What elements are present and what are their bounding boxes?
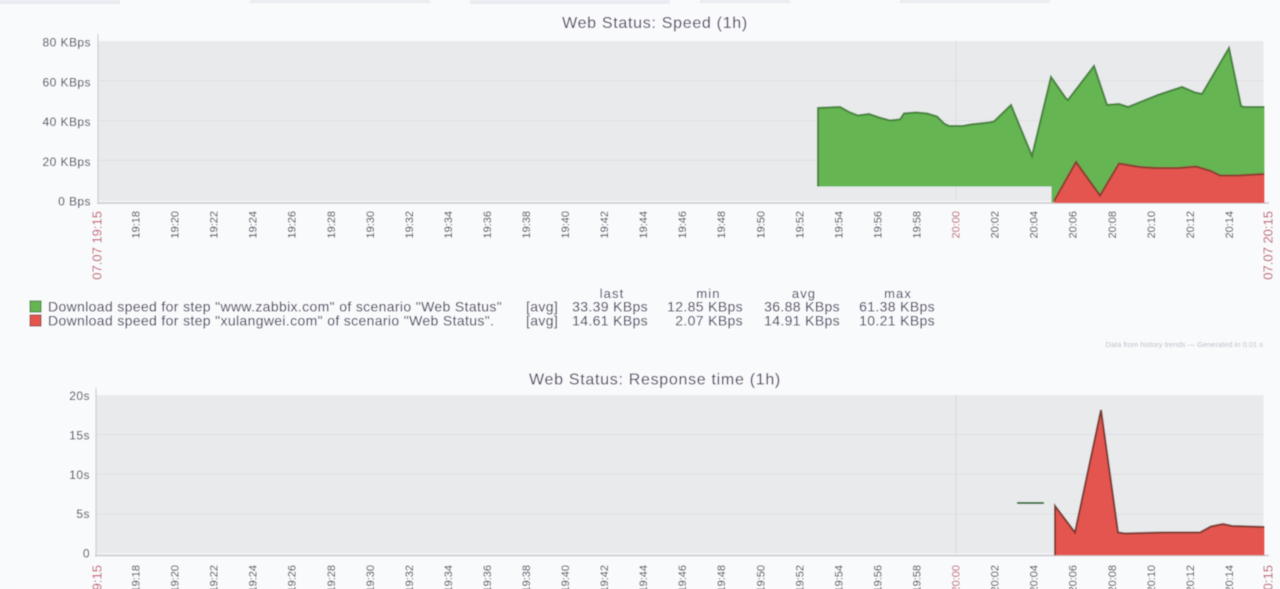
svg-text:20:14: 20:14	[1224, 211, 1236, 239]
svg-text:19:36: 19:36	[482, 565, 494, 589]
svg-text:20:06: 20:06	[1068, 565, 1080, 589]
svg-text:07.07 19:15: 07.07 19:15	[90, 565, 105, 589]
svg-text:36.88 KBps: 36.88 KBps	[764, 299, 840, 315]
svg-text:Download speed for step "xulan: Download speed for step "xulangwei.com" …	[48, 313, 494, 329]
svg-text:20 KBps: 20 KBps	[42, 155, 91, 169]
svg-text:19:26: 19:26	[287, 565, 299, 589]
svg-text:19:38: 19:38	[521, 565, 533, 589]
svg-text:20s: 20s	[69, 389, 90, 403]
svg-text:19:40: 19:40	[560, 565, 572, 589]
svg-text:20:04: 20:04	[1029, 211, 1041, 239]
svg-text:19:28: 19:28	[326, 211, 338, 239]
svg-text:20:04: 20:04	[1029, 565, 1041, 589]
svg-text:2.07 KBps: 2.07 KBps	[675, 313, 743, 329]
svg-text:Web Status: Response time (1h): Web Status: Response time (1h)	[529, 372, 781, 389]
svg-text:20:14: 20:14	[1224, 565, 1236, 589]
svg-text:07.07 20:15: 07.07 20:15	[1261, 565, 1276, 589]
svg-text:19:44: 19:44	[638, 211, 650, 239]
svg-text:20:10: 20:10	[1146, 565, 1158, 589]
svg-text:0: 0	[83, 547, 90, 561]
svg-text:19:44: 19:44	[638, 565, 650, 589]
svg-text:12.85 KBps: 12.85 KBps	[667, 299, 743, 315]
svg-text:07.07 20:15: 07.07 20:15	[1261, 211, 1276, 280]
svg-text:14.61 KBps: 14.61 KBps	[572, 313, 648, 329]
svg-text:19:46: 19:46	[677, 211, 689, 239]
svg-text:61.38 KBps: 61.38 KBps	[859, 299, 935, 315]
svg-text:[avg]: [avg]	[526, 313, 558, 329]
svg-text:last: last	[600, 286, 625, 301]
svg-text:20:02: 20:02	[990, 565, 1002, 589]
svg-text:19:30: 19:30	[365, 211, 377, 239]
svg-text:19:52: 19:52	[794, 211, 806, 239]
svg-text:19:24: 19:24	[248, 565, 260, 589]
svg-text:19:52: 19:52	[794, 565, 806, 589]
svg-text:19:40: 19:40	[560, 211, 572, 239]
svg-text:19:48: 19:48	[716, 565, 728, 589]
svg-text:33.39 KBps: 33.39 KBps	[572, 299, 648, 315]
svg-text:19:32: 19:32	[404, 565, 416, 589]
svg-text:80 KBps: 80 KBps	[42, 36, 91, 50]
svg-text:19:42: 19:42	[599, 211, 611, 239]
svg-text:min: min	[696, 286, 720, 301]
svg-text:19:30: 19:30	[365, 565, 377, 589]
svg-text:10.21 KBps: 10.21 KBps	[859, 313, 935, 329]
svg-text:Data from history trends — Gen: Data from history trends — Generated in …	[1105, 340, 1263, 349]
svg-text:14.91 KBps: 14.91 KBps	[764, 313, 840, 329]
svg-text:20:02: 20:02	[990, 211, 1002, 239]
svg-text:0 Bps: 0 Bps	[58, 195, 91, 209]
svg-text:15s: 15s	[69, 428, 90, 442]
svg-text:20:06: 20:06	[1068, 211, 1080, 239]
svg-text:20:12: 20:12	[1185, 565, 1197, 589]
svg-text:19:20: 19:20	[170, 565, 182, 589]
svg-text:19:42: 19:42	[599, 565, 611, 589]
svg-text:19:34: 19:34	[443, 565, 455, 589]
svg-text:19:56: 19:56	[872, 211, 884, 239]
svg-text:[avg]: [avg]	[526, 299, 558, 315]
svg-text:40 KBps: 40 KBps	[42, 115, 91, 129]
svg-text:20:08: 20:08	[1107, 565, 1119, 589]
svg-text:19:48: 19:48	[716, 211, 728, 239]
svg-text:19:56: 19:56	[872, 565, 884, 589]
svg-text:19:58: 19:58	[912, 565, 924, 589]
svg-text:19:46: 19:46	[677, 565, 689, 589]
svg-text:20:10: 20:10	[1146, 211, 1158, 239]
svg-text:07.07 19:15: 07.07 19:15	[90, 211, 105, 280]
svg-text:Web Status: Speed (1h): Web Status: Speed (1h)	[562, 15, 748, 32]
svg-text:19:58: 19:58	[912, 211, 924, 239]
svg-text:19:34: 19:34	[443, 211, 455, 239]
svg-text:19:54: 19:54	[833, 565, 845, 589]
svg-text:19:22: 19:22	[209, 211, 221, 239]
svg-text:Download speed for step "www.z: Download speed for step "www.zabbix.com"…	[48, 299, 502, 315]
svg-text:20:00: 20:00	[951, 565, 963, 589]
svg-text:20:08: 20:08	[1107, 211, 1119, 239]
svg-text:19:22: 19:22	[209, 565, 221, 589]
svg-text:60 KBps: 60 KBps	[42, 75, 91, 89]
svg-text:max: max	[884, 286, 912, 301]
svg-text:19:38: 19:38	[521, 211, 533, 239]
svg-text:19:18: 19:18	[131, 565, 143, 589]
svg-text:19:24: 19:24	[248, 211, 260, 239]
svg-text:19:50: 19:50	[755, 211, 767, 239]
svg-text:10s: 10s	[69, 468, 90, 482]
svg-text:19:18: 19:18	[131, 211, 143, 239]
svg-text:5s: 5s	[76, 507, 90, 521]
svg-text:avg: avg	[792, 286, 816, 301]
svg-text:20:12: 20:12	[1185, 211, 1197, 239]
svg-text:20:00: 20:00	[951, 211, 963, 239]
svg-text:19:28: 19:28	[326, 565, 338, 589]
svg-text:19:20: 19:20	[170, 211, 182, 239]
svg-text:19:54: 19:54	[833, 211, 845, 239]
svg-text:19:36: 19:36	[482, 211, 494, 239]
svg-text:19:26: 19:26	[287, 211, 299, 239]
svg-text:19:32: 19:32	[404, 211, 416, 239]
svg-text:19:50: 19:50	[755, 565, 767, 589]
